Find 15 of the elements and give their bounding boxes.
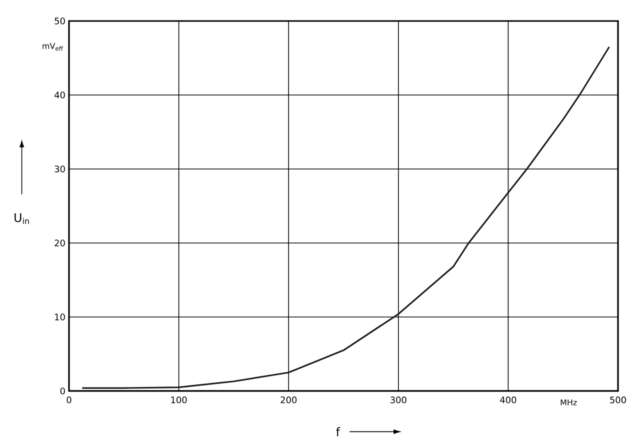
y-axis-title: U$_{in}$: [14, 213, 29, 224]
y-tick-label: 30: [54, 166, 65, 172]
y-tick-label: 10: [55, 314, 65, 320]
x-axis-title: f: [336, 427, 340, 436]
y-tick-label: 40: [54, 92, 65, 98]
y-tick-label: 0: [60, 388, 65, 394]
x-tick-label: 300: [390, 396, 406, 404]
x-tick-label: 200: [280, 396, 297, 404]
y-tick-label: 20: [54, 240, 65, 246]
x-tick-label: 0: [66, 396, 72, 404]
x-tick-label: 100: [171, 396, 187, 404]
x-tick-label: 400: [500, 396, 516, 404]
x-tick-label: 500: [610, 396, 626, 404]
line-series: [81, 46, 610, 389]
y-tick-label: 50: [54, 18, 65, 24]
